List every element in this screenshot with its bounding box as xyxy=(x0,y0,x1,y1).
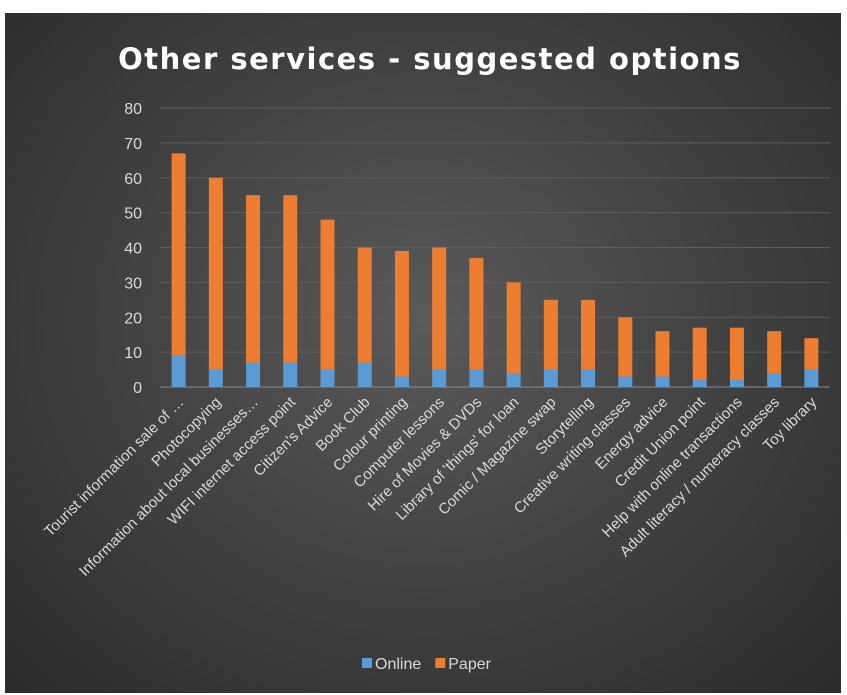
x-axis-ticks: Tourist information sale of …Photocopyin… xyxy=(41,393,821,580)
y-tick-label: 60 xyxy=(124,171,142,188)
bar-segment-online xyxy=(655,376,670,387)
legend-swatch xyxy=(362,658,372,668)
y-tick-label: 30 xyxy=(124,275,142,292)
y-tick-label: 80 xyxy=(124,101,142,118)
y-tick-label: 0 xyxy=(133,380,142,397)
bar-segment-paper xyxy=(618,317,633,377)
bar-segment-online xyxy=(357,362,372,387)
bar-segment-paper xyxy=(432,247,447,370)
legend-label: Online xyxy=(375,656,421,673)
bar-segment-online xyxy=(543,369,558,387)
bar-segment-paper xyxy=(394,250,409,377)
bar-segment-online xyxy=(692,380,707,387)
bar-segment-online xyxy=(767,373,782,387)
stacked-bar-chart: Other services - suggested options 0 10 20… xyxy=(41,42,830,673)
bar-segment-paper xyxy=(469,257,484,370)
legend: Online Paper xyxy=(362,656,492,673)
bar-segment-online xyxy=(283,362,298,387)
legend-label: Paper xyxy=(448,656,491,673)
legend-swatch xyxy=(435,658,446,668)
y-axis-ticks: 0 10 20 30 40 50 60 70 80 xyxy=(124,101,142,397)
bar-segment-paper xyxy=(543,299,558,370)
y-tick-label: 50 xyxy=(124,206,142,223)
bar-segment-online xyxy=(729,380,744,387)
bar-segment-online xyxy=(804,369,819,387)
bar-segment-online xyxy=(320,369,335,387)
bar-segment-paper xyxy=(246,195,261,363)
bar-segment-paper xyxy=(729,327,744,381)
bar-segment-paper xyxy=(767,331,782,374)
bar-segment-online xyxy=(469,369,484,387)
bar-segment-online xyxy=(171,355,186,387)
bar-segment-paper xyxy=(320,219,335,370)
bar-segment-paper xyxy=(283,195,298,363)
y-tick-label: 20 xyxy=(124,310,142,327)
bar-segment-online xyxy=(394,376,409,387)
chart-title: Other services - suggested options xyxy=(118,42,742,76)
y-tick-label: 70 xyxy=(124,136,142,153)
bar-segment-paper xyxy=(357,247,372,363)
bar-segment-paper xyxy=(171,153,186,356)
bar-segment-paper xyxy=(655,331,670,377)
chart-area: Other services - suggested options 0 10 20… xyxy=(5,13,841,693)
bar-segment-paper xyxy=(208,177,223,370)
bar-segment-online xyxy=(208,369,223,387)
bars xyxy=(171,153,819,387)
y-tick-label: 40 xyxy=(124,241,142,258)
bar-segment-paper xyxy=(692,327,707,381)
bar-segment-online xyxy=(581,369,596,387)
bar-segment-paper xyxy=(581,299,596,370)
bar-segment-paper xyxy=(506,282,521,374)
bar-segment-online xyxy=(618,376,633,387)
bar-segment-online xyxy=(432,369,447,387)
bar-segment-paper xyxy=(804,338,819,370)
bar-segment-online xyxy=(246,362,261,387)
gridlines xyxy=(160,107,830,388)
bar-segment-online xyxy=(506,373,521,387)
y-tick-label: 10 xyxy=(124,345,142,362)
